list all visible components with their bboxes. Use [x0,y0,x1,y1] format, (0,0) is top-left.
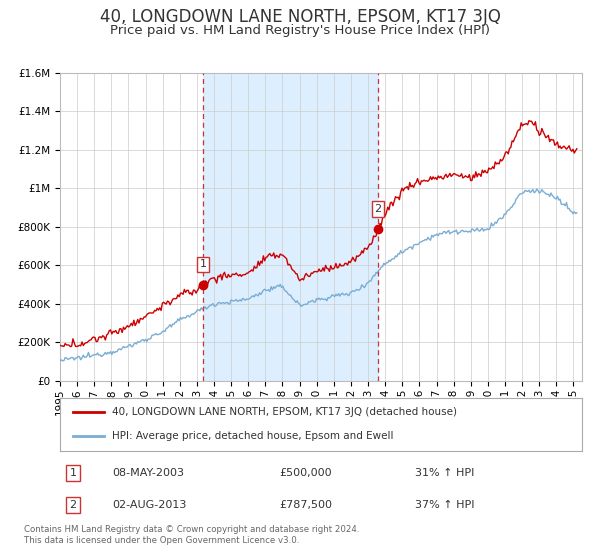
Text: 31% ↑ HPI: 31% ↑ HPI [415,468,475,478]
Text: 1: 1 [199,259,206,269]
Text: 40, LONGDOWN LANE NORTH, EPSOM, KT17 3JQ: 40, LONGDOWN LANE NORTH, EPSOM, KT17 3JQ [100,8,500,26]
Bar [203,73,378,381]
Text: 2: 2 [374,204,382,214]
Text: 40, LONGDOWN LANE NORTH, EPSOM, KT17 3JQ (detached house): 40, LONGDOWN LANE NORTH, EPSOM, KT17 3JQ… [112,407,457,417]
Text: 1: 1 [70,468,77,478]
Text: 2: 2 [70,500,77,510]
Text: Price paid vs. HM Land Registry's House Price Index (HPI): Price paid vs. HM Land Registry's House … [110,24,490,36]
Text: £500,000: £500,000 [279,468,332,478]
Text: 02-AUG-2013: 02-AUG-2013 [112,500,187,510]
Text: Contains HM Land Registry data © Crown copyright and database right 2024.: Contains HM Land Registry data © Crown c… [24,525,359,534]
Text: HPI: Average price, detached house, Epsom and Ewell: HPI: Average price, detached house, Epso… [112,431,394,441]
Text: 08-MAY-2003: 08-MAY-2003 [112,468,184,478]
Text: This data is licensed under the Open Government Licence v3.0.: This data is licensed under the Open Gov… [24,536,299,545]
Text: £787,500: £787,500 [279,500,332,510]
Text: 37% ↑ HPI: 37% ↑ HPI [415,500,475,510]
